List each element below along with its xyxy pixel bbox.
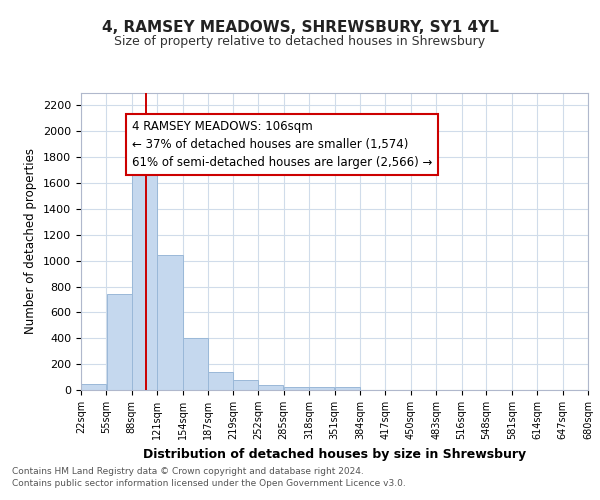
Y-axis label: Number of detached properties: Number of detached properties xyxy=(25,148,37,334)
Text: 4 RAMSEY MEADOWS: 106sqm
← 37% of detached houses are smaller (1,574)
61% of sem: 4 RAMSEY MEADOWS: 106sqm ← 37% of detach… xyxy=(132,120,432,168)
Bar xyxy=(183,338,208,390)
Bar xyxy=(208,372,233,390)
Bar xyxy=(233,380,258,390)
Bar xyxy=(107,294,131,390)
Text: Size of property relative to detached houses in Shrewsbury: Size of property relative to detached ho… xyxy=(115,34,485,48)
X-axis label: Distribution of detached houses by size in Shrewsbury: Distribution of detached houses by size … xyxy=(143,448,526,460)
Bar xyxy=(81,384,106,390)
Bar xyxy=(284,388,309,390)
Bar xyxy=(259,386,283,390)
Bar xyxy=(335,388,360,390)
Bar xyxy=(157,256,182,390)
Bar xyxy=(309,388,334,390)
Text: Contains HM Land Registry data © Crown copyright and database right 2024.: Contains HM Land Registry data © Crown c… xyxy=(12,466,364,475)
Text: 4, RAMSEY MEADOWS, SHREWSBURY, SY1 4YL: 4, RAMSEY MEADOWS, SHREWSBURY, SY1 4YL xyxy=(101,20,499,35)
Text: Contains public sector information licensed under the Open Government Licence v3: Contains public sector information licen… xyxy=(12,480,406,488)
Bar xyxy=(132,172,157,390)
